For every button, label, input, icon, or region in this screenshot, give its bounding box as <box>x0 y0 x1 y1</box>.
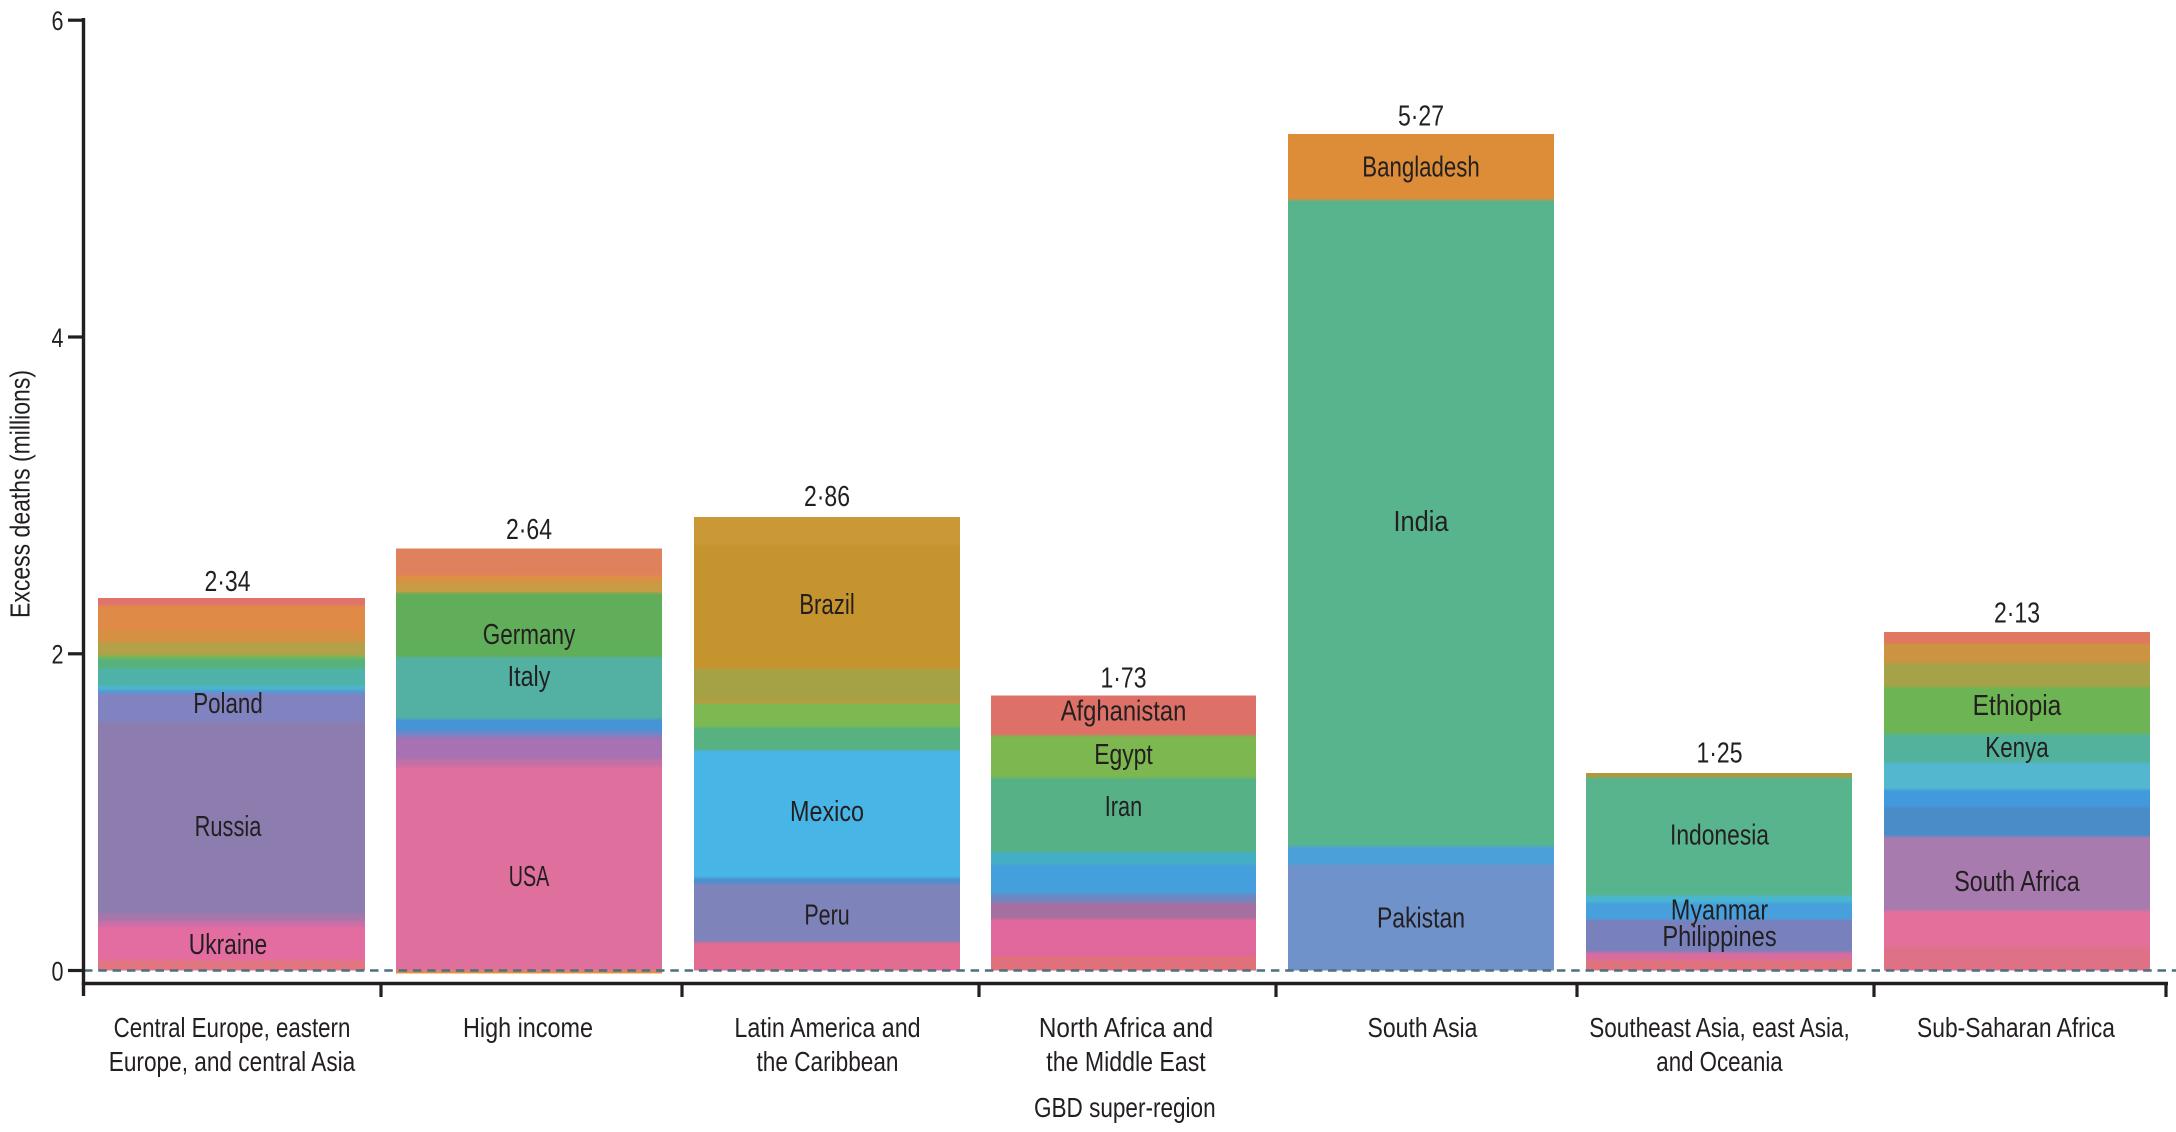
svg-text:Ethiopia: Ethiopia <box>1973 690 2062 722</box>
svg-text:Mexico: Mexico <box>790 796 864 828</box>
svg-text:2·34: 2·34 <box>205 566 251 598</box>
svg-text:Bangladesh: Bangladesh <box>1362 152 1479 184</box>
svg-text:the Middle East: the Middle East <box>1046 1046 1206 1077</box>
svg-text:Myanmar: Myanmar <box>1671 895 1769 927</box>
svg-text:Peru: Peru <box>804 900 849 932</box>
svg-text:Germany: Germany <box>483 619 576 651</box>
svg-text:Indonesia: Indonesia <box>1670 820 1769 852</box>
svg-text:and Oceania: and Oceania <box>1656 1046 1783 1077</box>
svg-text:1·73: 1·73 <box>1101 663 1147 695</box>
svg-text:4: 4 <box>52 323 64 353</box>
svg-text:the Caribbean: the Caribbean <box>757 1046 899 1077</box>
svg-text:Iran: Iran <box>1105 791 1143 823</box>
svg-text:India: India <box>1394 506 1449 538</box>
svg-text:1·25: 1·25 <box>1697 738 1743 770</box>
svg-text:Sub-Saharan Africa: Sub-Saharan Africa <box>1917 1012 2115 1043</box>
svg-text:Pakistan: Pakistan <box>1377 903 1465 935</box>
svg-text:Central Europe, eastern: Central Europe, eastern <box>114 1012 351 1043</box>
svg-text:2·86: 2·86 <box>804 481 850 513</box>
svg-text:Brazil: Brazil <box>799 589 855 621</box>
svg-text:North Africa and: North Africa and <box>1039 1012 1213 1043</box>
svg-text:0: 0 <box>52 956 64 986</box>
svg-text:High income: High income <box>463 1012 593 1043</box>
svg-text:5·27: 5·27 <box>1398 101 1444 133</box>
svg-text:Poland: Poland <box>193 688 263 720</box>
svg-text:Europe, and central Asia: Europe, and central Asia <box>109 1046 356 1077</box>
svg-text:Ukraine: Ukraine <box>189 929 267 961</box>
svg-text:6: 6 <box>52 6 64 36</box>
svg-text:South Africa: South Africa <box>1954 866 2080 898</box>
svg-text:Italy: Italy <box>508 661 551 693</box>
svg-text:2·13: 2·13 <box>1994 598 2040 630</box>
svg-text:2: 2 <box>52 640 64 670</box>
svg-text:Russia: Russia <box>195 811 262 843</box>
svg-text:GBD super-region: GBD super-region <box>1034 1092 1216 1123</box>
svg-text:Latin America and: Latin America and <box>734 1012 920 1043</box>
svg-text:Afghanistan: Afghanistan <box>1061 696 1187 728</box>
svg-text:South Asia: South Asia <box>1368 1012 1478 1043</box>
svg-text:Southeast Asia, east Asia,: Southeast Asia, east Asia, <box>1589 1012 1850 1043</box>
svg-text:Philippines: Philippines <box>1662 921 1776 953</box>
svg-text:Excess deaths (millions): Excess deaths (millions) <box>5 370 36 618</box>
svg-text:Kenya: Kenya <box>1985 732 2049 764</box>
svg-text:USA: USA <box>509 861 550 893</box>
svg-text:Egypt: Egypt <box>1094 739 1153 771</box>
svg-text:2·64: 2·64 <box>506 514 552 546</box>
